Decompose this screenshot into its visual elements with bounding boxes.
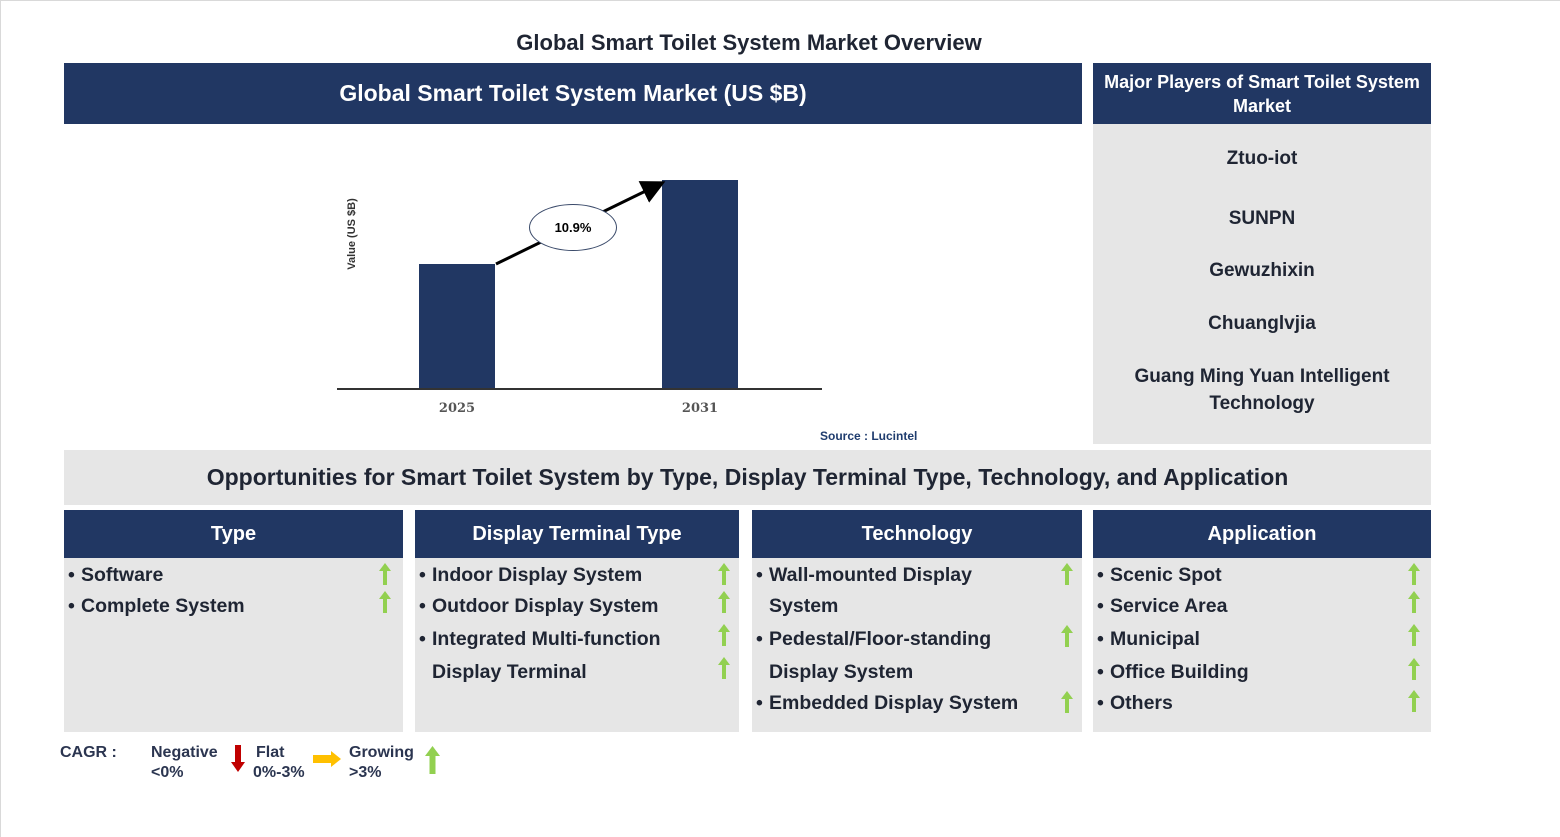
- source-note: Source : Lucintel: [820, 429, 918, 443]
- legend-negative: Negative <0%: [151, 743, 218, 783]
- up-arrow-icon: [1408, 658, 1420, 680]
- legend-negative-range: <0%: [151, 764, 184, 781]
- segment-item: • Outdoor Display System: [419, 595, 659, 617]
- segment-item: • Software: [68, 564, 164, 586]
- legend-flat-range: 0%-3%: [253, 764, 305, 781]
- player-item: Ztuo-iot: [1226, 148, 1298, 169]
- segment-item: • Pedestal/Floor-standing: [756, 628, 992, 650]
- column-header: Technology: [752, 510, 1082, 558]
- segment-item: • Others: [1097, 692, 1173, 714]
- up-arrow-icon: [379, 563, 391, 585]
- players-list: Ztuo-iot SUNPN Gewuzhixin Chuanglvjia Gu…: [1093, 124, 1431, 444]
- up-arrow-icon: [1061, 691, 1073, 713]
- bar-2025: [419, 264, 495, 389]
- up-arrow-icon: [1408, 624, 1420, 646]
- segment-item: • Complete System: [68, 595, 245, 617]
- segment-item: • Office Building: [1097, 661, 1249, 683]
- x-tick-2025: 2025: [438, 401, 476, 416]
- up-arrow-icon: [718, 624, 730, 646]
- up-arrow-icon: [718, 563, 730, 585]
- segment-item: • Service Area: [1097, 595, 1228, 617]
- chart-header: Global Smart Toilet System Market (US $B…: [64, 63, 1082, 124]
- up-arrow-icon: [1408, 690, 1420, 712]
- legend-flat: Flat 0%-3%: [253, 743, 305, 783]
- column-body: • Indoor Display System • Outdoor Display …: [415, 558, 739, 732]
- segment-item-continuation: Display Terminal: [432, 661, 587, 683]
- page-title: Global Smart Toilet System Market Overvi…: [516, 30, 982, 55]
- legend-negative-name: Negative: [151, 744, 218, 761]
- right-arrow-icon: [313, 751, 341, 767]
- up-arrow-icon: [718, 657, 730, 679]
- column-header: Type: [64, 510, 403, 558]
- cagr-legend-label: CAGR :: [60, 744, 117, 761]
- up-arrow-icon: [1408, 563, 1420, 585]
- opportunities-title: Opportunities for Smart Toilet System by…: [64, 450, 1431, 505]
- column-header: Application: [1093, 510, 1431, 558]
- legend-growing-range: >3%: [349, 764, 382, 781]
- column-header: Display Terminal Type: [415, 510, 739, 558]
- column-body: • Wall-mounted Display System • Pedestal/F…: [752, 558, 1082, 732]
- legend-flat-name: Flat: [256, 744, 285, 761]
- segment-item: • Indoor Display System: [419, 564, 643, 586]
- player-item: Gewuzhixin: [1209, 260, 1315, 281]
- segment-item: • Wall-mounted Display: [756, 564, 972, 586]
- legend-growing-name: Growing: [349, 744, 414, 761]
- up-arrow-icon: [425, 746, 440, 774]
- player-item: Guang Ming Yuan Intelligent Technology: [1134, 366, 1390, 414]
- player-item: SUNPN: [1228, 208, 1296, 229]
- up-arrow-icon: [1061, 563, 1073, 585]
- players-header: Major Players of Smart Toilet System Mar…: [1093, 63, 1431, 124]
- x-axis-line: [337, 388, 822, 390]
- up-arrow-icon: [1408, 591, 1420, 613]
- player-item: Chuanglvjia: [1208, 313, 1316, 334]
- cagr-bubble: 10.9%: [529, 204, 617, 251]
- up-arrow-icon: [718, 591, 730, 613]
- segment-column-application: Application • Scenic Spot • Service Area •…: [1093, 510, 1431, 732]
- segment-item: • Municipal: [1097, 628, 1200, 650]
- cagr-arrow-icon: [495, 181, 666, 266]
- segment-item: • Embedded Display System: [756, 692, 1019, 714]
- market-bar-chart: Value (US $B) 2025 2031 10.9% Source : L…: [64, 124, 1082, 444]
- segment-item-continuation: System: [769, 595, 839, 617]
- up-arrow-icon: [379, 591, 391, 613]
- up-arrow-icon: [1061, 625, 1073, 647]
- segment-item: • Scenic Spot: [1097, 564, 1222, 586]
- column-body: • Software • Complete System: [64, 558, 403, 732]
- down-arrow-icon: [231, 745, 245, 772]
- x-tick-2031: 2031: [681, 401, 719, 416]
- segment-column-technology: Technology • Wall-mounted Display System …: [752, 510, 1082, 732]
- segment-item: • Integrated Multi-function: [419, 628, 661, 650]
- segment-item-continuation: Display System: [769, 661, 914, 683]
- column-body: • Scenic Spot • Service Area • Municipal • O…: [1093, 558, 1431, 732]
- bar-2031: [662, 180, 738, 389]
- legend-growing: Growing >3%: [349, 743, 414, 783]
- segment-column-type: Type • Software • Complete System: [64, 510, 403, 732]
- segment-column-display-terminal-type: Display Terminal Type • Indoor Display Sy…: [415, 510, 739, 732]
